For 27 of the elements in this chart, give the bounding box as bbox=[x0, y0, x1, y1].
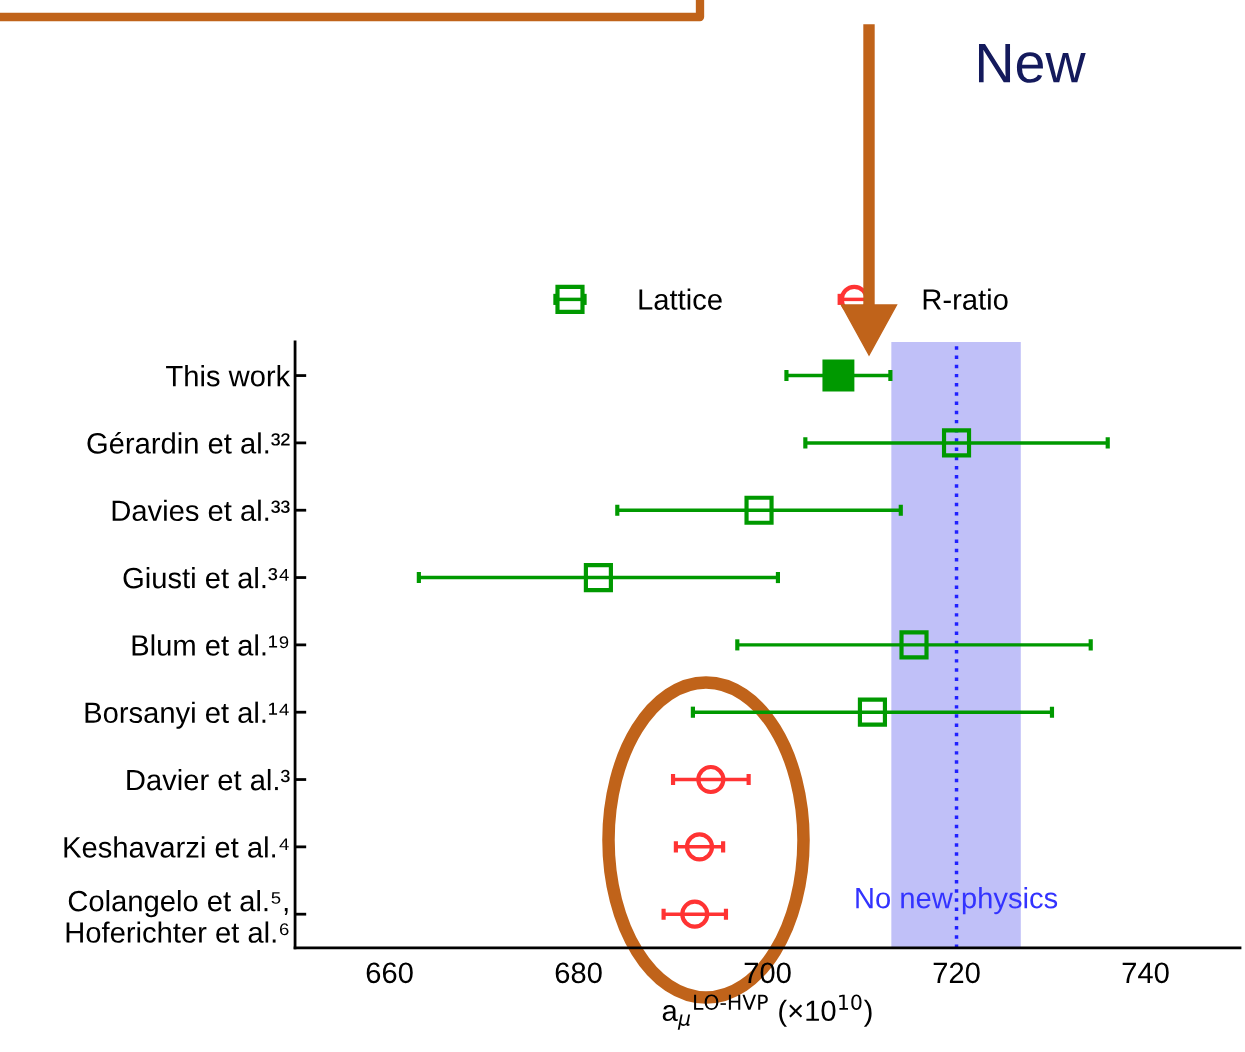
y-tick-label: Davier et al.³ bbox=[127, 768, 290, 791]
legend-label: R-ratio bbox=[923, 288, 1008, 310]
x-tick-label: 740 bbox=[1122, 962, 1169, 984]
point bbox=[583, 562, 613, 593]
y-tick-label: Gérardin et al.³² bbox=[87, 431, 290, 454]
text: New bbox=[978, 44, 1086, 83]
band-label: No new physics bbox=[856, 887, 1058, 915]
x-axis-title: a$_{μ}$$^{LO-HVP}$ (×10$^{10}$) bbox=[662, 994, 872, 1030]
point bbox=[744, 495, 774, 525]
point bbox=[680, 899, 710, 929]
y-tick-label: Davies et al.³³ bbox=[112, 499, 290, 522]
x-tick-label: 720 bbox=[933, 962, 980, 984]
x-tick-label: 680 bbox=[555, 962, 602, 984]
y-tick-label: Colangelo et al.⁵, Hoferichter et al.⁶ bbox=[66, 890, 289, 943]
y-tick-label: Blum et al.¹⁹ bbox=[132, 634, 289, 656]
y-tick-label: Giusti et al.³⁴ bbox=[123, 566, 289, 589]
y-tick-label: This work bbox=[166, 365, 291, 387]
x-tick-label: 660 bbox=[366, 962, 413, 984]
y-tick-label: Keshavarzi et al.⁴ bbox=[64, 836, 289, 858]
point bbox=[696, 764, 726, 795]
y-tick-label: Borsanyi et al.¹⁴ bbox=[85, 701, 289, 729]
point bbox=[899, 630, 929, 660]
point bbox=[941, 428, 972, 458]
legend-label: Lattice bbox=[639, 288, 722, 310]
point bbox=[857, 697, 888, 727]
point bbox=[684, 832, 715, 862]
point bbox=[822, 359, 855, 392]
